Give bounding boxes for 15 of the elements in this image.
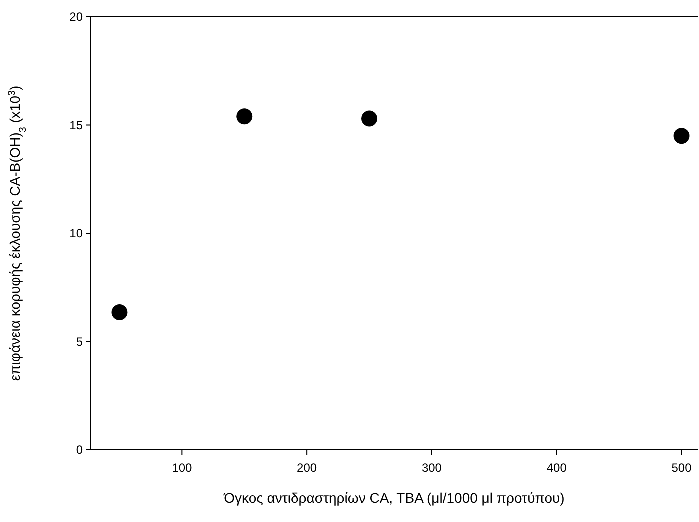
x-tick-label: 300 bbox=[422, 461, 442, 475]
y-tick-label: 5 bbox=[76, 334, 84, 349]
y-tick-label: 20 bbox=[70, 10, 84, 24]
y-tick-label: 15 bbox=[70, 118, 84, 132]
y-tick-label: 10 bbox=[70, 226, 84, 240]
point bbox=[674, 128, 690, 144]
point bbox=[236, 108, 253, 125]
y-tick-label: 0 bbox=[76, 443, 84, 457]
x-tick-label: 400 bbox=[546, 461, 568, 475]
x-tick-label: 500 bbox=[672, 461, 692, 475]
x-tick-label: 200 bbox=[297, 461, 318, 475]
point bbox=[362, 110, 378, 127]
point bbox=[112, 304, 128, 320]
x-tick-label: 100 bbox=[172, 461, 193, 475]
x-axis-title: Όγκος αντιδραστηρίων CA, TBA (μl/1000 μl προτύπου) bbox=[223, 490, 565, 506]
